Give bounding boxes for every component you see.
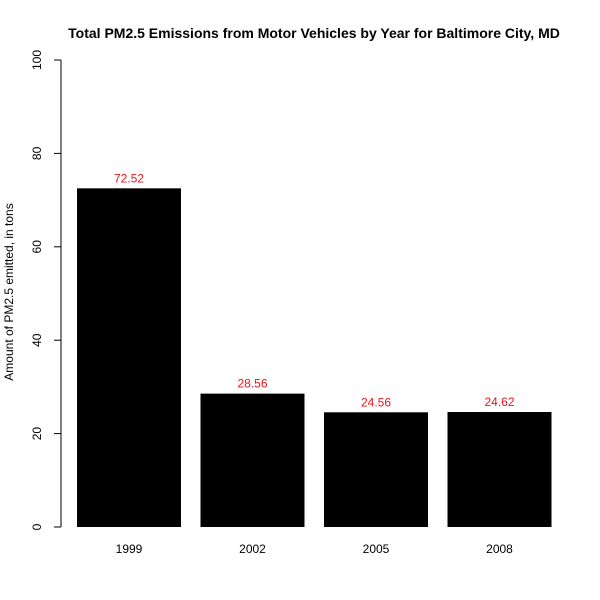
data-label: 24.56 (361, 395, 391, 409)
x-tick-labels: 1999 2002 2005 2008 (116, 542, 514, 556)
bar (447, 412, 552, 527)
y-tick-label: 20 (30, 427, 44, 441)
bar (324, 412, 428, 527)
x-tick-label: 1999 (116, 542, 143, 556)
bar (77, 188, 181, 527)
y-axis-label: Amount of PM2.5 emitted, in tons (2, 203, 16, 380)
bars (77, 188, 552, 527)
data-label: 24.62 (484, 395, 514, 409)
data-label: 28.56 (237, 377, 267, 391)
y-tick-label: 80 (30, 146, 44, 160)
y-tick-label: 0 (30, 523, 44, 530)
x-tick-label: 2002 (239, 542, 266, 556)
bar (200, 393, 305, 527)
data-label: 72.52 (114, 171, 144, 185)
chart-title: Total PM2.5 Emissions from Motor Vehicle… (68, 25, 560, 41)
x-tick-label: 2008 (486, 542, 513, 556)
y-axis: 0 20 40 60 80 100 (30, 50, 62, 530)
y-tick-label: 60 (30, 240, 44, 254)
y-tick-label: 100 (30, 50, 44, 70)
y-tick-label: 40 (30, 333, 44, 347)
x-tick-label: 2005 (363, 542, 390, 556)
data-labels: 72.52 28.56 24.56 24.62 (114, 171, 515, 409)
